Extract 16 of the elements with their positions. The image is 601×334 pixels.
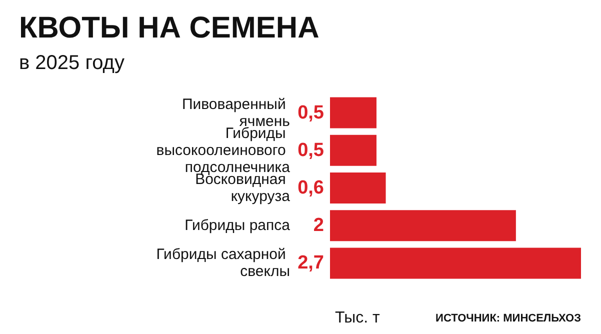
chart-title: КВОТЫ НА СЕМЕНА <box>19 12 320 44</box>
bar <box>330 210 516 242</box>
bar <box>330 172 386 204</box>
y-tick-label: Гибриды рапса <box>184 217 291 234</box>
data-label: 0,5 <box>298 140 324 161</box>
data-label: 0,5 <box>298 102 324 124</box>
bar <box>330 97 376 128</box>
bar <box>330 134 376 166</box>
data-label: 2,7 <box>298 252 324 274</box>
data-label: 2 <box>313 215 324 236</box>
y-tick-label: Гибриды сахарной свеклы <box>156 246 290 280</box>
bar <box>330 248 581 279</box>
text: в 2025 году <box>19 52 124 74</box>
x-axis-title: Тыс. т <box>335 310 380 326</box>
text: ИСТОЧНИК: МИНСЕЛЬХОЗ <box>436 312 582 324</box>
data-label: 0,6 <box>298 178 324 198</box>
